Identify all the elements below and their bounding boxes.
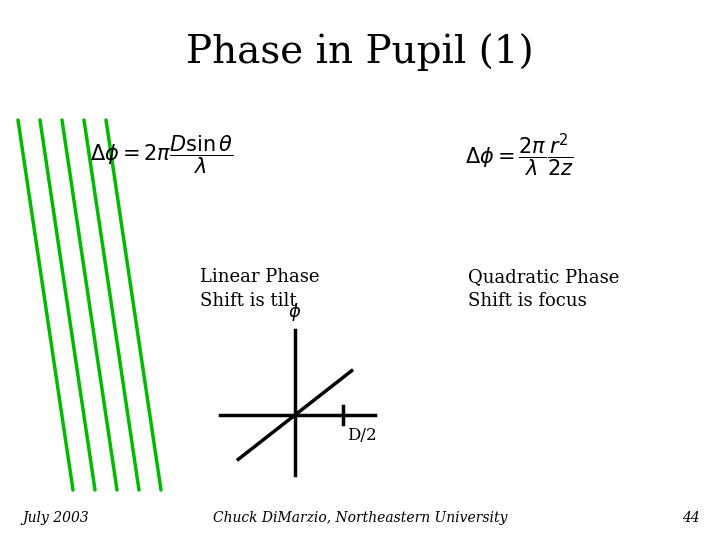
Text: Quadratic Phase
Shift is focus: Quadratic Phase Shift is focus [468, 268, 619, 309]
Text: D/2: D/2 [347, 427, 377, 444]
Text: $\phi$: $\phi$ [288, 301, 302, 323]
Text: Chuck DiMarzio, Northeastern University: Chuck DiMarzio, Northeastern University [212, 511, 508, 525]
Text: 44: 44 [683, 511, 700, 525]
Text: July 2003: July 2003 [22, 511, 89, 525]
Text: $\Delta\phi = \dfrac{2\pi}{\lambda}\dfrac{r^2}{2z}$: $\Delta\phi = \dfrac{2\pi}{\lambda}\dfra… [465, 131, 574, 179]
Text: $\Delta\phi = 2\pi\dfrac{D\sin\theta}{\lambda}$: $\Delta\phi = 2\pi\dfrac{D\sin\theta}{\l… [90, 134, 234, 176]
Text: Linear Phase
Shift is tilt: Linear Phase Shift is tilt [200, 268, 320, 309]
Text: Phase in Pupil (1): Phase in Pupil (1) [186, 33, 534, 71]
